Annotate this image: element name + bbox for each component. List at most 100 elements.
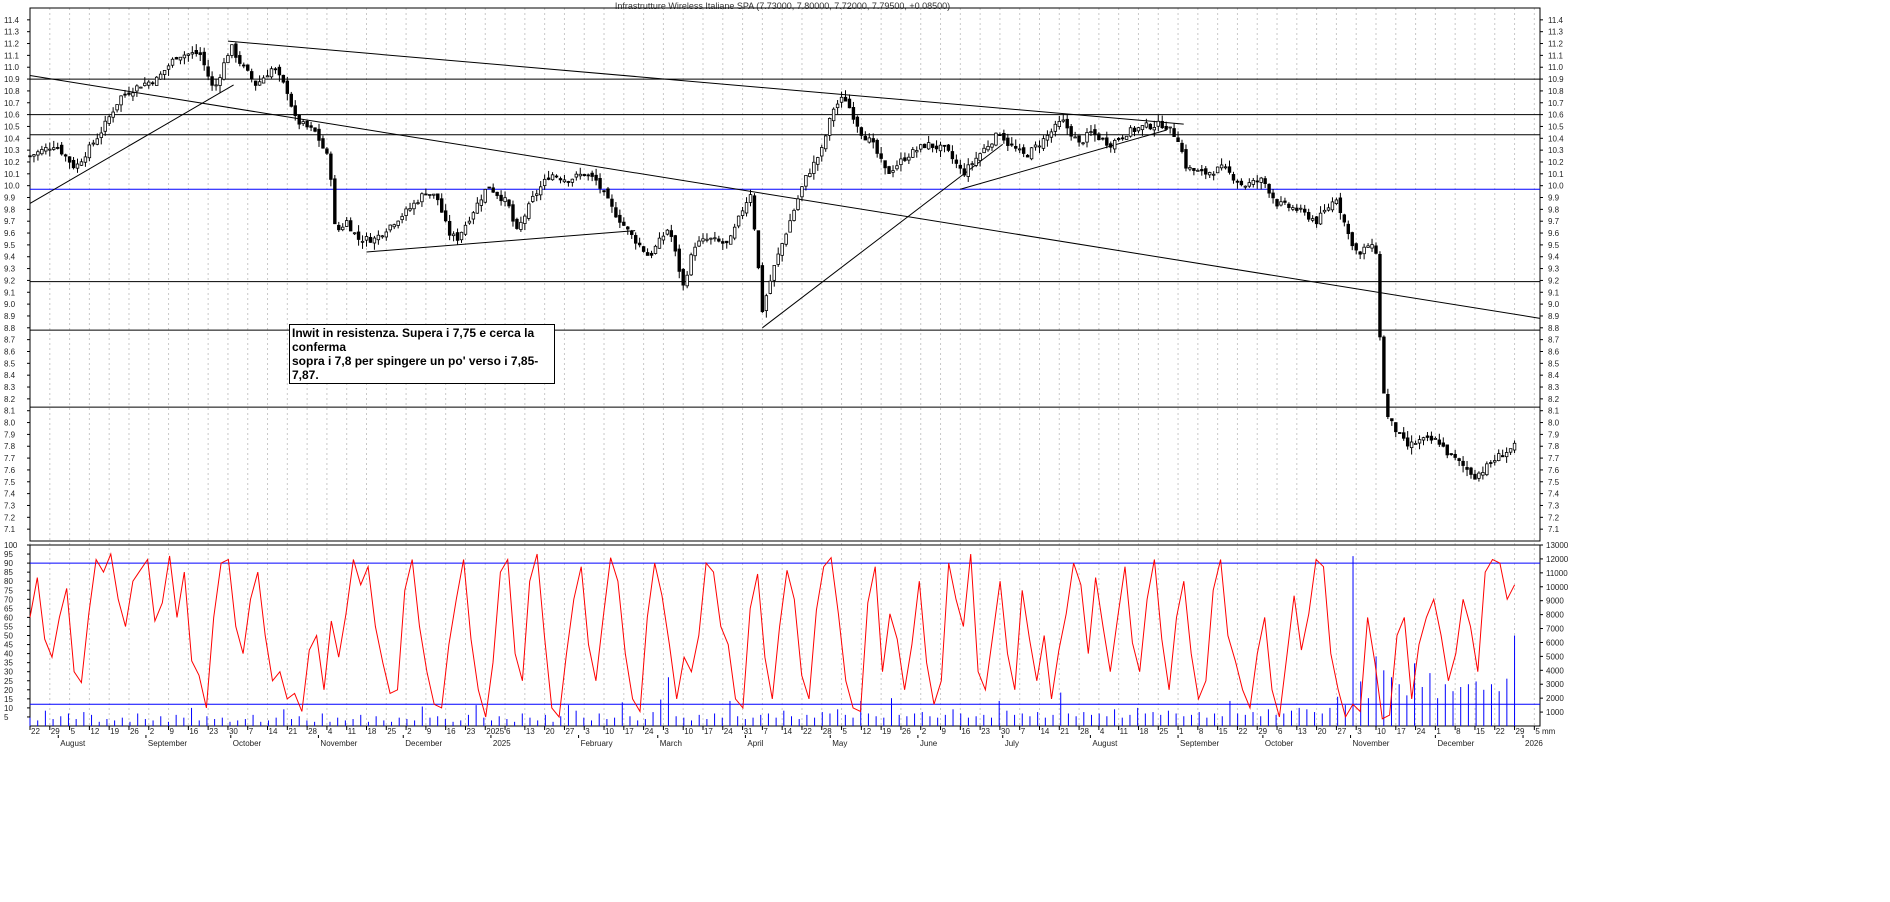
x-tick-label: 9 [170,727,175,736]
candle-body [1402,432,1406,439]
month-label: November [320,739,357,748]
price-tick-label-right: 10.7 [1548,99,1564,108]
candle-body [808,173,812,177]
candle-body [570,178,575,183]
candle-body [824,135,828,150]
candle-body [1330,201,1335,211]
candle-body [645,252,650,256]
x-tick-label: 30 [229,727,238,736]
x-tick-label: 2 [407,727,412,736]
x-tick-label: 23 [209,727,218,736]
candle-body [507,199,511,207]
candle-body [36,151,40,156]
candle-body [998,134,1002,137]
month-label: 2025 [493,739,511,748]
candle-body [1176,137,1180,143]
candle-body [1409,441,1414,449]
price-tick-label-left: 9.0 [4,300,16,309]
candle-body [487,186,491,189]
trendline [366,230,636,253]
price-tick-label-left: 11.3 [4,28,20,37]
candle-body [535,193,539,196]
month-label: August [60,739,86,748]
x-tick-label: 15 [1219,727,1228,736]
candle-body [930,143,935,148]
candle-body [586,174,590,177]
candle-body [91,142,96,145]
candle-body [1370,244,1374,249]
candle-body [618,214,622,223]
price-tick-label-right: 11.4 [1548,16,1564,25]
candle-body [1037,145,1042,148]
candle-body [736,215,741,227]
month-label: March [660,739,682,748]
chart-frame [29,7,1541,727]
candle-body [689,254,693,276]
candle-body [958,164,963,169]
candle-body [915,150,919,153]
candle-body [67,156,72,163]
candle-body [428,193,432,196]
price-tick-label-left: 8.3 [4,383,16,392]
x-tick-label: 25 [1159,727,1168,736]
x-tick-label: 28 [308,727,317,736]
candle-body [218,77,222,86]
candle-body [812,161,816,174]
candle-body [1441,442,1445,447]
price-tick-label-left: 9.9 [4,194,16,203]
candle-body [190,52,195,55]
volume-tick-label: 2000 [1546,694,1564,703]
candle-body [1457,458,1461,461]
x-tick-label: 29 [51,727,60,736]
candle-body [1299,207,1303,210]
candle-body [1211,173,1216,176]
candle-body [1200,169,1204,172]
candle-body [400,215,404,221]
candle-body [1338,197,1343,214]
candle-body [796,198,800,211]
x-tick-label: 31 [744,727,753,736]
candle-body [1500,455,1505,458]
stochastic-tick-label: 35 [4,659,13,668]
candle-body [194,50,198,55]
candle-body [384,231,388,238]
candle-body [325,148,329,154]
candle-body [1429,435,1434,441]
price-tick-label-right: 9.0 [1548,300,1560,309]
trendline [227,40,1184,125]
candle-body [1346,223,1350,235]
candle-body [174,57,179,60]
price-panel-frame [29,7,1541,542]
price-tick-label-right: 7.6 [1548,466,1560,475]
x-tick-label: 23 [466,727,475,736]
candle-body [1077,135,1081,143]
candle-body [1477,472,1481,479]
volume-tick-label: 12000 [1546,555,1569,564]
candle-body [1504,452,1509,458]
candle-body [519,221,523,230]
annotation-box: Inwit in resistenza. Supera i 7,75 e cer… [289,324,555,384]
x-tick-label: 10 [605,727,614,736]
candle-body [48,148,52,151]
candle-body [348,220,353,232]
candle-body [408,208,412,211]
candle-body [515,218,519,229]
price-tick-label-right: 11.1 [1548,51,1564,60]
candle-body [859,127,864,136]
candle-body [875,139,879,154]
candle-body [360,240,365,243]
candle-body [1069,126,1073,137]
candle-body [333,178,337,225]
candle-body [1215,166,1220,174]
candle-body [1160,120,1164,129]
candle-body [911,149,915,158]
price-tick-label-left: 7.8 [4,442,16,451]
candle-body [641,246,646,252]
candle-body [119,95,123,106]
candle-body [649,252,654,256]
month-label: September [1180,739,1219,748]
candle-body [729,235,733,245]
candle-body [87,144,92,159]
stochastic-polyline [29,552,1516,720]
